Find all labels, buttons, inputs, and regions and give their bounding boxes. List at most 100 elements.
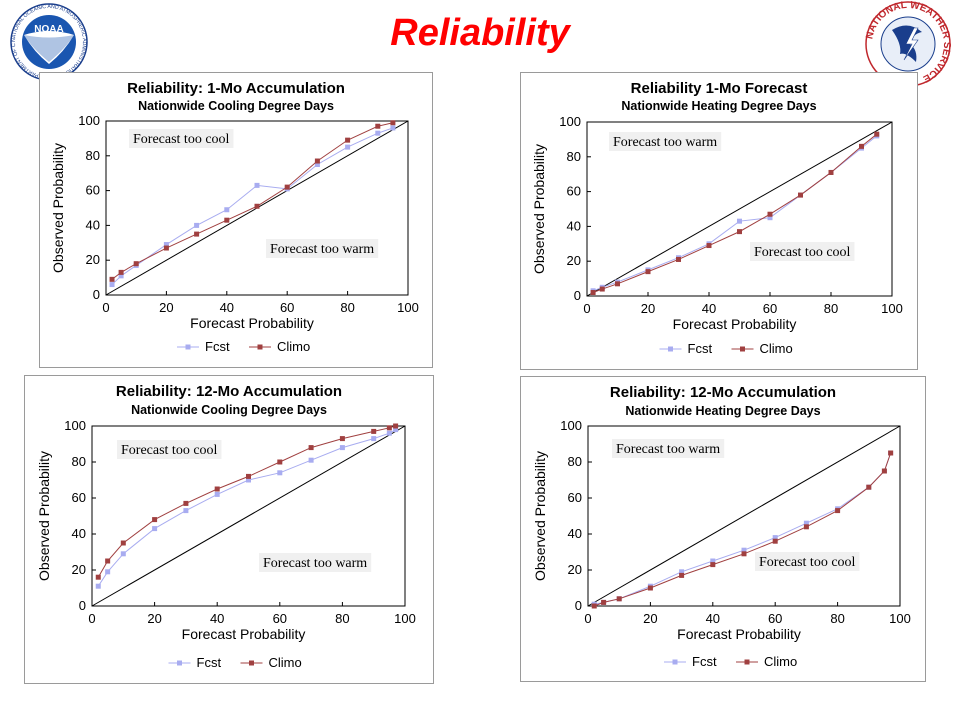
data-point-climo bbox=[737, 229, 742, 235]
data-point-climo bbox=[284, 184, 290, 190]
data-point-climo bbox=[120, 540, 126, 546]
legend: Fcst Climo bbox=[177, 339, 310, 354]
data-point-fcst bbox=[214, 491, 220, 497]
y-tick-label: 40 bbox=[86, 217, 100, 232]
data-point-climo bbox=[647, 585, 653, 591]
x-axis-label: Forecast Probability bbox=[673, 316, 797, 332]
x-tick-label: 0 bbox=[102, 300, 109, 315]
data-point-fcst bbox=[246, 477, 251, 483]
x-tick-label: 0 bbox=[583, 301, 590, 316]
data-point-climo bbox=[706, 243, 712, 249]
chart-subtitle: Nationwide Cooling Degree Days bbox=[138, 99, 334, 113]
legend: Fcst Climo bbox=[168, 655, 302, 670]
data-point-climo bbox=[308, 445, 314, 451]
y-axis-label: Observed Probability bbox=[36, 451, 52, 581]
data-point-fcst bbox=[393, 427, 399, 433]
data-point-climo bbox=[133, 261, 139, 267]
x-tick-label: 20 bbox=[643, 611, 657, 626]
data-point-fcst bbox=[163, 242, 169, 248]
legend: Fcst Climo bbox=[659, 341, 793, 356]
x-axis-label: Forecast Probability bbox=[677, 626, 801, 642]
x-tick-label: 100 bbox=[889, 611, 911, 626]
data-point-climo bbox=[109, 276, 115, 282]
data-point-fcst bbox=[109, 282, 115, 288]
data-point-climo bbox=[246, 473, 251, 479]
data-point-climo bbox=[859, 143, 864, 149]
x-tick-label: 60 bbox=[273, 611, 287, 626]
y-tick-label: 20 bbox=[72, 562, 86, 577]
data-point-climo bbox=[277, 459, 283, 465]
y-axis-label: Observed Probability bbox=[50, 143, 66, 273]
annotation-text: Forecast too cool bbox=[754, 245, 851, 260]
y-tick-label: 0 bbox=[93, 287, 100, 302]
data-point-fcst bbox=[386, 430, 392, 436]
data-point-climo bbox=[676, 256, 681, 262]
data-point-climo bbox=[118, 269, 124, 275]
data-point-climo bbox=[224, 217, 230, 223]
annotation-bg bbox=[129, 129, 234, 148]
data-point-climo bbox=[590, 290, 596, 296]
perfect-reliability-line bbox=[586, 121, 893, 297]
y-tick-label: 60 bbox=[567, 184, 581, 199]
annotation-text: Forecast too cool bbox=[121, 443, 218, 458]
annotation-0: Forecast too cool bbox=[129, 129, 234, 148]
y-tick-label: 20 bbox=[567, 253, 581, 268]
y-tick-label: 0 bbox=[575, 598, 582, 613]
legend-entry-climo: Climo bbox=[277, 339, 310, 354]
x-tick-label: 40 bbox=[702, 301, 716, 316]
y-axis-label: Observed Probability bbox=[531, 144, 547, 274]
x-tick-label: 80 bbox=[824, 301, 838, 316]
legend-entry-fcst: Fcst bbox=[692, 654, 717, 669]
chart-title: Reliability: 12-Mo Accumulation bbox=[610, 384, 836, 401]
chart-4-svg: Reliability: 12-Mo Accumulation Nationwid… bbox=[532, 384, 911, 669]
chart-1-svg: Reliability: 1-Mo Accumulation Nationwide… bbox=[50, 80, 419, 354]
data-point-climo bbox=[386, 425, 392, 431]
y-tick-label: 20 bbox=[568, 562, 582, 577]
data-point-climo bbox=[375, 123, 381, 129]
series-line-climo bbox=[592, 133, 878, 293]
annotation-1: Forecast too warm bbox=[259, 553, 372, 572]
data-point-fcst bbox=[803, 520, 809, 526]
x-tick-label: 100 bbox=[881, 301, 903, 316]
annotation-text: Forecast too cool bbox=[133, 132, 230, 147]
data-point-climo bbox=[741, 551, 747, 557]
legend-entry-climo: Climo bbox=[269, 655, 302, 670]
data-point-climo bbox=[615, 281, 620, 287]
data-point-fcst bbox=[308, 457, 314, 463]
annotation-text: Forecast too warm bbox=[616, 442, 720, 457]
x-tick-label: 60 bbox=[280, 300, 294, 315]
chart-panel-3: Reliability: 12-Mo Accumulation Nationwid… bbox=[24, 375, 434, 684]
annotation-bg bbox=[750, 242, 855, 261]
perfect-reliability-line bbox=[91, 425, 406, 607]
x-tick-label: 40 bbox=[706, 611, 720, 626]
chart-panel-1: Reliability: 1-Mo Accumulation Nationwide… bbox=[39, 72, 433, 368]
data-point-climo bbox=[371, 428, 377, 434]
annotation-0: Forecast too warm bbox=[609, 132, 722, 151]
data-point-climo bbox=[194, 231, 200, 237]
annotation-0: Forecast too cool bbox=[117, 440, 222, 459]
x-tick-label: 100 bbox=[394, 611, 416, 626]
x-tick-label: 0 bbox=[88, 611, 95, 626]
data-point-climo bbox=[601, 599, 607, 605]
data-point-fcst bbox=[194, 222, 200, 228]
data-point-climo bbox=[828, 169, 834, 175]
data-point-climo bbox=[616, 596, 622, 602]
chart-2-svg: Reliability 1-Mo Forecast Nationwide Heat… bbox=[531, 80, 903, 356]
data-point-fcst bbox=[152, 526, 158, 532]
annotation-bg bbox=[259, 553, 372, 572]
data-point-fcst bbox=[371, 436, 377, 442]
annotation-0: Forecast too warm bbox=[612, 439, 725, 458]
annotation-bg bbox=[266, 239, 379, 258]
data-point-climo bbox=[645, 269, 651, 275]
legend-swatch-marker bbox=[740, 346, 745, 352]
y-tick-label: 60 bbox=[72, 490, 86, 505]
data-point-fcst bbox=[767, 215, 773, 221]
x-axis-label: Forecast Probability bbox=[190, 315, 314, 331]
data-point-climo bbox=[710, 562, 716, 568]
x-tick-label: 20 bbox=[641, 301, 655, 316]
data-point-climo bbox=[874, 131, 880, 137]
series-line-climo bbox=[111, 122, 394, 280]
data-point-fcst bbox=[679, 569, 685, 575]
chart-title: Reliability: 1-Mo Accumulation bbox=[127, 80, 345, 97]
data-point-climo bbox=[679, 572, 685, 578]
